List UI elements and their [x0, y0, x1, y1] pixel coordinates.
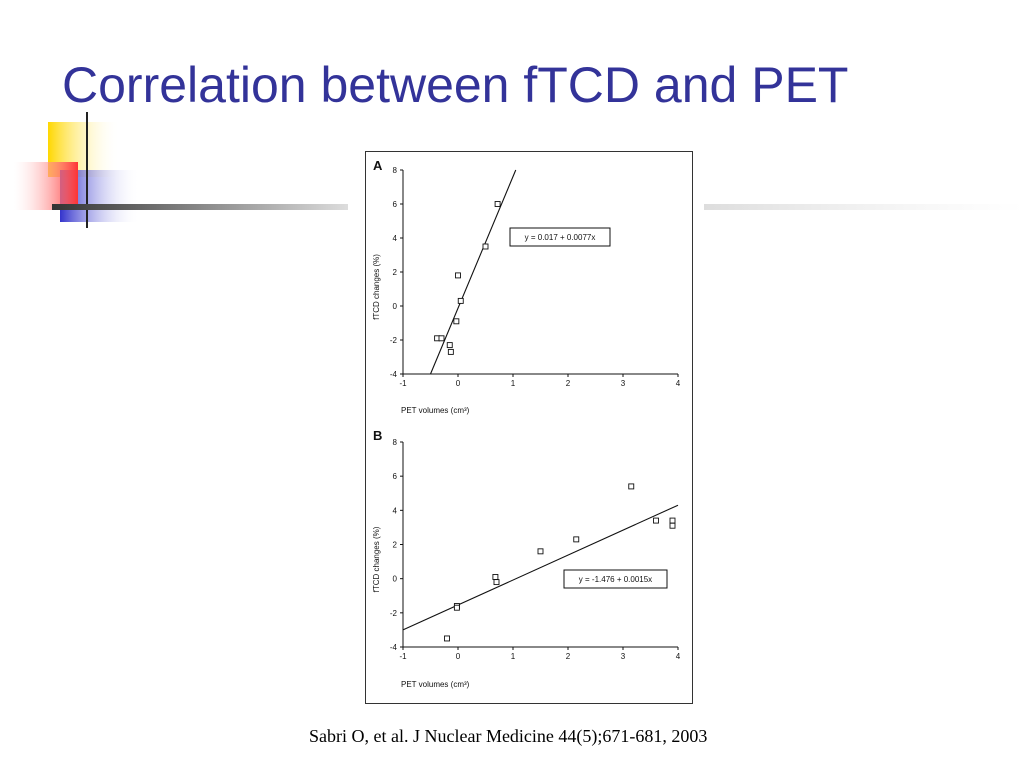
panel-b-x-tick-label: 1: [511, 652, 516, 661]
panel-b-y-tick-label: 4: [393, 506, 398, 515]
panel-a-x-tick-label: 4: [676, 379, 681, 388]
citation: Sabri O, et al. J Nuclear Medicine 44(5)…: [309, 726, 708, 746]
panel-a-y-tick-label: 2: [393, 268, 398, 277]
panel-a-data-point: [438, 335, 445, 342]
deco-red-square: [14, 162, 78, 210]
panel-a-data-point: [447, 348, 454, 355]
panel-a-y-tick-label: 4: [393, 234, 398, 243]
panel-b-y-tick-label: 2: [393, 541, 398, 550]
panel-a-y-tick-label: -2: [390, 336, 398, 345]
panel-a-x-tick-label: 2: [566, 379, 571, 388]
decorative-header-graphic: [14, 112, 1024, 228]
panel-a-data-point: [446, 342, 453, 349]
panel-b-x-tick-label: 4: [676, 652, 681, 661]
panel-a-x-axis-label: PET volumes (cm³): [401, 406, 470, 415]
panel-a-data-point: [494, 201, 501, 207]
panel-b-x-axis-label: PET volumes (cm³): [401, 680, 470, 689]
panel-b-label: B: [373, 428, 382, 443]
panel-a-equation-box: [509, 227, 611, 247]
panel-b-y-tick-label: 8: [393, 438, 398, 447]
panel-a-data-point: [453, 318, 460, 325]
panel-a-x-tick-label: 1: [511, 379, 516, 388]
panel-a-data-point: [457, 297, 464, 304]
panel-a-y-tick-label: 8: [393, 166, 398, 175]
panel-a-y-tick-label: -4: [390, 370, 398, 379]
panel-b-y-tick-label: -2: [390, 609, 398, 618]
slide-title: Correlation between fTCD and PET: [62, 57, 849, 113]
panel-a-regression-line: [429, 169, 517, 375]
panel-b-data-point: [493, 579, 500, 586]
panel-b-data-point: [453, 604, 460, 611]
panel-b-data-point: [492, 574, 499, 580]
panel-a-x-tick-label: -1: [399, 379, 407, 388]
panel-a-data-point: [482, 243, 489, 250]
panel-b-y-axis-label: fTCD changes (%): [372, 526, 381, 592]
panel-a-equation-label: y = 0.017 + 0.0077x: [525, 233, 596, 242]
panel-a-x-tick-label: 3: [621, 379, 626, 388]
panel-b-x-tick-label: 3: [621, 652, 626, 661]
panel-a-data-point: [455, 272, 461, 279]
deco-horizontal-rule-left: [52, 204, 348, 210]
panel-b-data-point: [537, 548, 544, 555]
panel-b-data-point: [628, 483, 635, 490]
panel-b-x-tick-label: 2: [566, 652, 571, 661]
panel-a-y-axis-label: fTCD changes (%): [372, 254, 381, 320]
panel-a-x-tick-label: 0: [456, 379, 461, 388]
panel-b-y-tick-label: 0: [393, 575, 398, 584]
panel-b-data-point: [444, 635, 450, 642]
panel-a-y-tick-label: 0: [393, 302, 398, 311]
panel-b-y-tick-label: -4: [390, 643, 398, 652]
panel-b-data-point: [669, 517, 676, 524]
scatter-figure: A -4 -2 0 2 4 6 8 -1 0 1 2 3 4 PET volumes (cm³) fTCD c…: [365, 151, 693, 704]
panel-b-data-point: [653, 517, 659, 524]
panel-b-x-tick-label: 0: [456, 652, 461, 661]
panel-b-y-tick-label: 6: [393, 472, 398, 481]
panel-b-equation-box: [563, 569, 668, 589]
panel-b-regression-line: [402, 504, 679, 631]
panel-a-y-tick-label: 6: [393, 200, 398, 209]
deco-horizontal-rule-right: [704, 204, 1024, 210]
panel-b-equation-label: y = -1.476 + 0.0015x: [579, 575, 652, 584]
panel-b-data-point: [573, 536, 580, 543]
panel-b-x-tick-label: -1: [399, 652, 407, 661]
panel-a-label: A: [373, 158, 383, 173]
panel-b-data-point: [669, 522, 676, 529]
